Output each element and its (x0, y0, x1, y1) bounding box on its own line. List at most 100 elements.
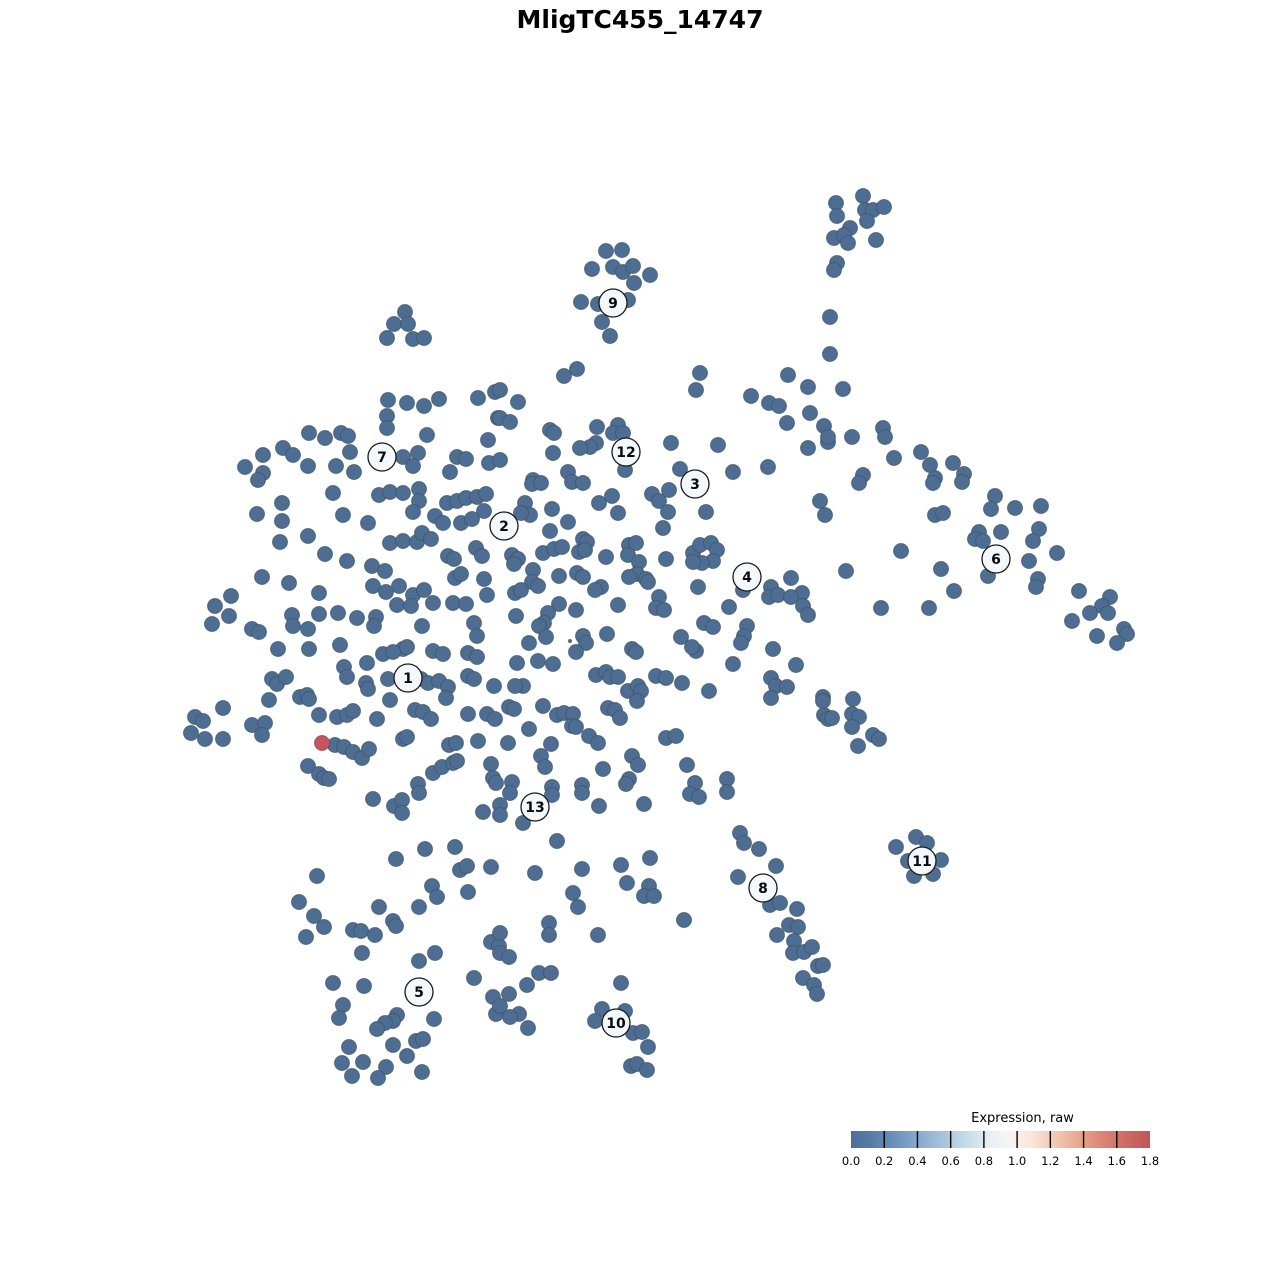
data-point (345, 703, 361, 719)
data-point (361, 741, 377, 757)
cluster-label-circle (601, 1008, 631, 1038)
data-point (771, 398, 787, 414)
data-point (301, 691, 317, 707)
data-point (519, 977, 535, 993)
cluster-label-13: 13 (520, 792, 550, 822)
cluster-label-number: 9 (608, 296, 618, 312)
data-point (721, 599, 737, 615)
data-point (822, 346, 838, 362)
data-point (772, 895, 788, 911)
data-point (685, 554, 701, 570)
data-point (584, 261, 600, 277)
data-point (668, 728, 684, 744)
cluster-label-number: 12 (616, 445, 635, 461)
data-point (629, 693, 645, 709)
data-point (587, 1013, 603, 1029)
data-point (515, 815, 531, 831)
data-point (859, 213, 875, 229)
data-point (449, 753, 465, 769)
cluster-label-circle (981, 544, 1011, 574)
data-point (416, 398, 432, 414)
data-point (488, 775, 504, 791)
data-point (688, 382, 704, 398)
cluster-label-4: 4 (732, 562, 762, 592)
data-point (300, 458, 316, 474)
data-point (630, 757, 646, 773)
data-point (730, 869, 746, 885)
data-point (570, 899, 586, 915)
data-point (543, 965, 559, 981)
data-point (736, 835, 752, 851)
data-point (458, 596, 474, 612)
data-point (487, 711, 503, 727)
data-point (1028, 579, 1044, 595)
cluster-label-number: 13 (525, 800, 544, 816)
data-point (520, 1020, 536, 1036)
cluster-label-circle (404, 977, 434, 1007)
data-point (725, 464, 741, 480)
data-point (249, 506, 265, 522)
data-point (427, 945, 443, 961)
data-point (502, 414, 518, 430)
data-point (453, 566, 469, 582)
data-point (913, 444, 929, 460)
data-point (598, 243, 614, 259)
legend-title: Expression, raw (971, 1111, 1074, 1126)
data-point (325, 975, 341, 991)
data-point (572, 440, 588, 456)
cluster-label-number: 3 (690, 477, 700, 493)
data-point (270, 641, 286, 657)
data-point (466, 671, 482, 687)
data-point (316, 919, 332, 935)
data-point (779, 679, 795, 695)
data-point (789, 901, 805, 917)
cluster-label-10: 10 (601, 1008, 631, 1038)
data-point (340, 428, 356, 444)
data-point (578, 635, 594, 651)
data-point (868, 232, 884, 248)
cluster-label-8: 8 (748, 873, 778, 903)
data-point (330, 605, 346, 621)
data-point (311, 585, 327, 601)
data-point (569, 361, 585, 377)
data-point (300, 758, 316, 774)
data-point (291, 894, 307, 910)
data-point (587, 582, 603, 598)
data-point (591, 495, 607, 511)
data-point (877, 429, 893, 445)
data-point (325, 485, 341, 501)
data-point (698, 504, 714, 520)
legend-tick-label: 1.6 (1108, 1154, 1126, 1168)
data-point (663, 435, 679, 451)
data-point (510, 394, 526, 410)
data-point (399, 395, 415, 411)
data-point (815, 693, 831, 709)
data-point (458, 451, 474, 467)
data-point (1089, 628, 1105, 644)
cluster-label-circle (367, 442, 397, 472)
data-point (844, 429, 860, 445)
data-point (388, 851, 404, 867)
data-point (415, 1031, 431, 1047)
data-point (459, 858, 475, 874)
data-point (642, 850, 658, 866)
data-point (719, 784, 735, 800)
data-point (1025, 533, 1041, 549)
data-point (610, 669, 626, 685)
data-point (850, 738, 866, 754)
data-point (598, 549, 614, 565)
data-point (780, 367, 796, 383)
data-point (251, 624, 267, 640)
cluster-label-5: 5 (404, 977, 434, 1007)
cluster-label-circle (907, 846, 937, 876)
data-point (382, 535, 398, 551)
data-point (513, 505, 529, 521)
data-point (618, 776, 634, 792)
data-point (545, 445, 561, 461)
data-point (385, 1037, 401, 1053)
data-point (416, 330, 432, 346)
